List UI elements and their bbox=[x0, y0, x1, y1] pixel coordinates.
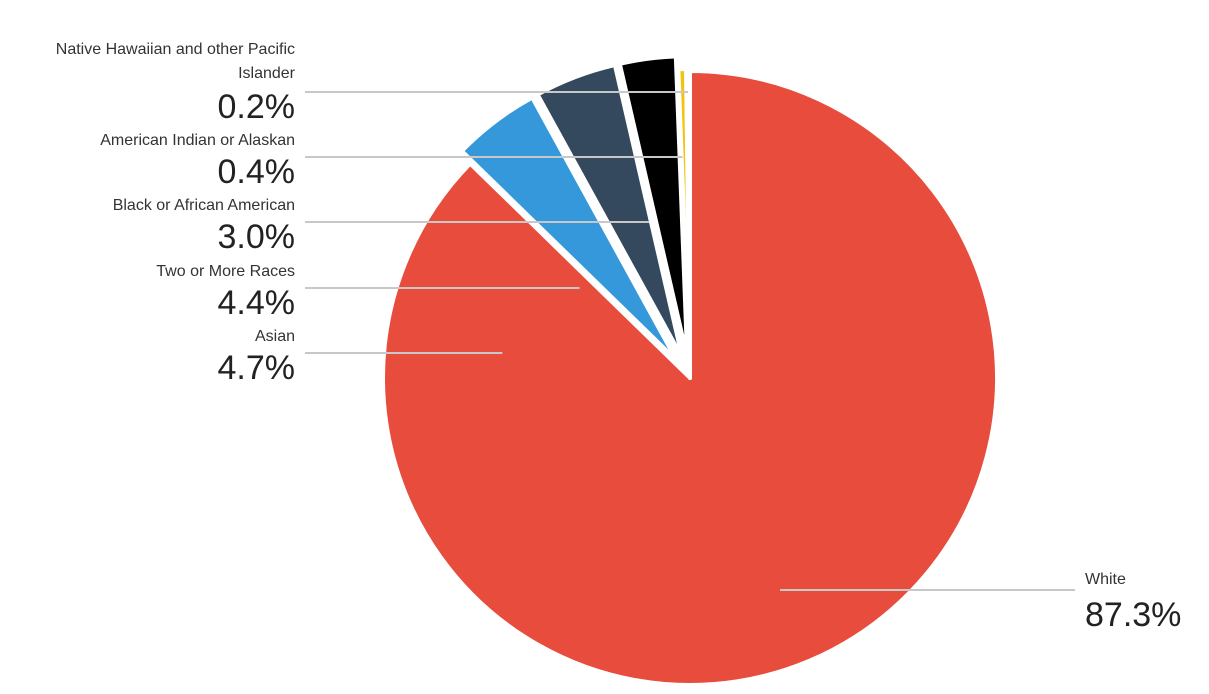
slice-labels: White 87.3% Asian 4.7% Two or More Races 4.4%… bbox=[56, 41, 1182, 634]
slice-label-two-or-more-races: Two or More Races bbox=[156, 263, 295, 280]
leader-lines bbox=[305, 91, 1075, 591]
slice-value-two-or-more-races: 4.4% bbox=[218, 284, 296, 322]
pie-slice-two-or-more-races bbox=[535, 63, 685, 360]
pie-slices bbox=[381, 54, 999, 687]
slice-value-american-indian-or-alaskan: 0.4% bbox=[218, 153, 296, 191]
pie-slice-black-or-african-american bbox=[617, 54, 690, 359]
slice-label-black-or-african-american: Black or African American bbox=[113, 197, 295, 214]
slice-label-american-indian-or-alaskan: American Indian or Alaskan bbox=[100, 132, 295, 149]
slice-label-asian: Asian bbox=[255, 328, 295, 345]
slice-label-native-hawaiian-and-other-pacific-islander-line1: Native Hawaiian and other Pacific bbox=[56, 41, 295, 58]
slice-value-white: 87.3% bbox=[1085, 596, 1181, 634]
slice-value-black-or-african-american: 3.0% bbox=[218, 218, 296, 256]
slice-label-native-hawaiian-and-other-pacific-islander-line2: Islander bbox=[238, 65, 296, 82]
slice-value-native-hawaiian-and-other-pacific-islander: 0.2% bbox=[218, 88, 296, 126]
slice-value-asian: 4.7% bbox=[218, 349, 296, 387]
pie-slice-asian bbox=[459, 95, 679, 363]
slice-label-white: White bbox=[1085, 571, 1126, 588]
pie-slice-native-hawaiian-and-other-pacific-islander bbox=[684, 67, 692, 380]
